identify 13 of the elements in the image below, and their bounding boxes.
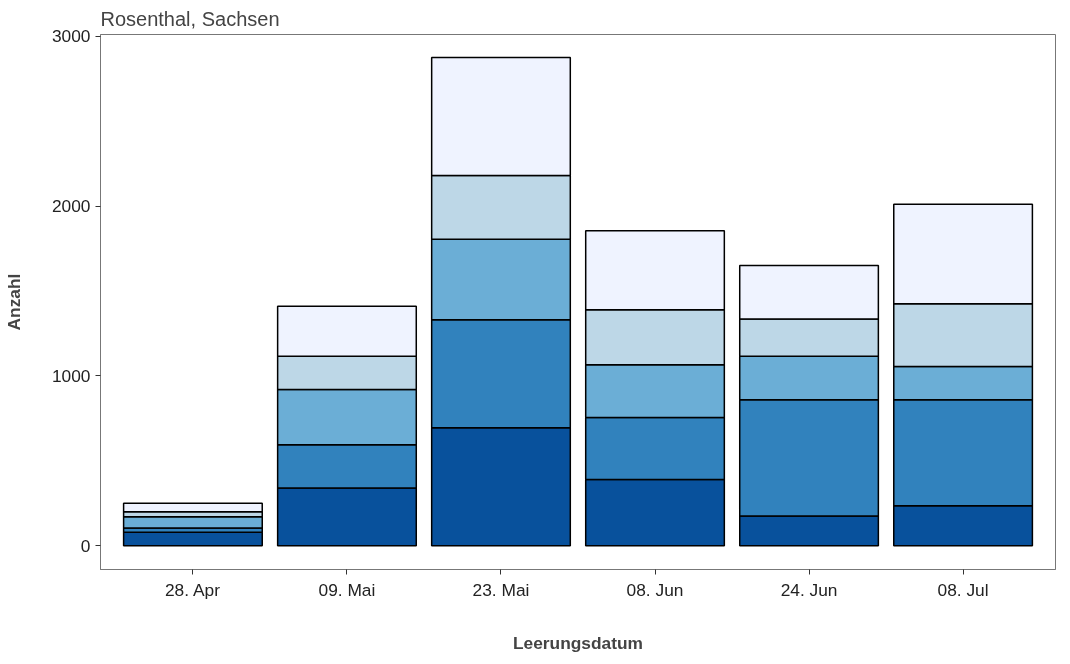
- x-tick-label: 09. Mai: [318, 579, 376, 600]
- x-tick-label: 08. Jun: [626, 579, 684, 600]
- y-axis-title: Anzahl: [3, 273, 24, 331]
- y-tick-label: 1000: [51, 365, 91, 386]
- x-tick-label: 28. Apr: [164, 579, 221, 600]
- x-tick-label: 08. Jul: [937, 579, 989, 600]
- y-tick-label: 2000: [51, 196, 91, 217]
- chart-title: Rosenthal, Sachsen: [100, 7, 280, 30]
- y-tick-label: 3000: [51, 26, 91, 47]
- x-tick-label: 23. Mai: [472, 579, 530, 600]
- x-axis-title: Leerungsdatum: [513, 632, 643, 653]
- x-tick-label: 24. Jun: [780, 579, 838, 600]
- y-tick-label: 0: [80, 535, 91, 556]
